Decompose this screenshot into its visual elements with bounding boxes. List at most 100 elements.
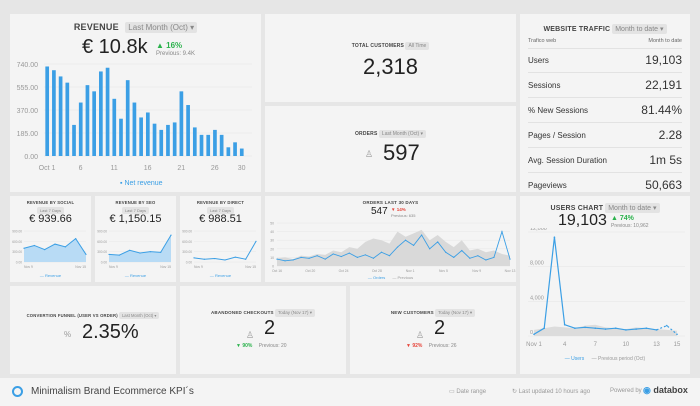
- revenue-bar: [99, 71, 103, 156]
- x-tick-label: Oct 16: [272, 269, 282, 273]
- y-tick-label: 0.00: [186, 261, 192, 265]
- revenue-panel: REVENUE Last Month (Oct) ▾ € 10.8k ▲ 16%…: [10, 14, 261, 192]
- data-point: [412, 244, 415, 246]
- traffic-row-label: % New Sessions: [528, 105, 589, 115]
- users-chart-title: USERS CHART: [550, 205, 604, 212]
- website-traffic-panel: WEBSITE TRAFFIC Month to date ▾ Trafico …: [520, 14, 690, 192]
- data-point: [461, 249, 463, 252]
- users-chart-period-select[interactable]: Month to date ▾: [605, 203, 660, 213]
- website-traffic-period-select[interactable]: Month to date ▾: [612, 24, 667, 34]
- revenue-direct-legend: — Revenue: [209, 273, 232, 278]
- orders-line: [276, 230, 511, 262]
- y-tick-label: 600.00: [12, 240, 22, 244]
- total-customers-period[interactable]: All Time: [405, 42, 430, 50]
- percent-icon: %: [64, 330, 72, 339]
- revenue-social-panel: REVENUE BY SOCIAL Last 7 Days € 939.66 0…: [10, 196, 91, 282]
- data-point: [604, 328, 607, 330]
- conversion-title: CONVERTION FUNNEL (USER VS ORDER): [26, 313, 118, 318]
- website-traffic-title: WEBSITE TRAFFIC: [543, 26, 611, 33]
- data-point: [380, 251, 383, 253]
- data-point: [543, 327, 546, 329]
- x-tick-label: Oct 28: [372, 269, 382, 273]
- users-chart-previous: Previous: 10,962: [611, 223, 649, 229]
- previous-area: [277, 229, 510, 266]
- orders-30-value: 547: [371, 206, 388, 217]
- x-tick-label: 15: [674, 342, 681, 348]
- abandoned-panel: ABANDONED CHECKOUTS Today (Nov 17) ▾ ♙ 2…: [180, 286, 346, 374]
- x-tick-label: Oct 20: [305, 269, 315, 273]
- user-icon: ♙: [416, 330, 425, 340]
- revenue-bar: [226, 147, 231, 156]
- new-customers-period-select[interactable]: Today (Nov 17) ▾: [435, 309, 476, 317]
- y-tick-label: 20: [270, 247, 274, 251]
- revenue-direct-period[interactable]: Last 7 Days: [206, 207, 235, 214]
- revenue-bar: [199, 134, 204, 156]
- abandoned-period-select[interactable]: Today (Nov 17) ▾: [275, 309, 316, 317]
- x-tick-label: 10: [623, 342, 630, 348]
- x-tick-label: 16: [144, 165, 152, 172]
- revenue-social-chart: 0.00 300.00 600.00 900.00 Nov 9 Nov 15: [12, 230, 87, 269]
- y-tick-label: 300.00: [97, 250, 107, 254]
- conversion-period-select[interactable]: Last Month (Oct) ▾: [118, 312, 160, 319]
- revenue-seo-period[interactable]: Last 7 Days: [121, 207, 150, 214]
- y-tick-label: 300.00: [182, 250, 192, 254]
- revenue-bar: [125, 80, 130, 156]
- revenue-bar: [65, 82, 70, 156]
- y-tick-label: 8,000: [530, 261, 544, 267]
- orders-value: 597: [383, 140, 420, 165]
- users-chart-legend: — Users — Previous period (Oct): [564, 356, 646, 362]
- data-point: [33, 244, 35, 247]
- data-point: [44, 249, 46, 251]
- x-tick-label: Nov 15: [160, 265, 171, 269]
- y-tick-label: 12,000: [530, 228, 547, 232]
- date-range-label: Date range: [456, 389, 487, 395]
- revenue-period-label: Last Month (Oct): [128, 23, 188, 32]
- data-point: [276, 258, 278, 260]
- revenue-bar: [206, 134, 211, 156]
- traffic-table: Users 19,103 Sessions 22,191 % New Sessions 8…: [528, 48, 682, 192]
- databox-brand-link[interactable]: ◉ databox: [643, 385, 688, 396]
- revenue-seo-title: REVENUE BY SEO: [115, 200, 156, 205]
- traffic-row: Users 19,103: [528, 48, 682, 73]
- y-tick-label: 600.00: [97, 240, 107, 244]
- data-point: [594, 327, 597, 329]
- x-tick-label: 6: [79, 165, 83, 172]
- data-point: [149, 251, 151, 253]
- data-point: [501, 231, 503, 233]
- x-tick-label: Oct 24: [339, 269, 349, 273]
- revenue-period-select[interactable]: Last Month (Oct) ▾: [125, 22, 198, 33]
- revenue-bar: [219, 134, 224, 156]
- databox-logo-icon: [12, 386, 23, 397]
- y-tick-label: 555.00: [17, 85, 39, 92]
- x-tick-label: Nov 13: [505, 269, 516, 273]
- new-customers-value: 2: [434, 317, 446, 339]
- user-icon: ♙: [365, 149, 374, 159]
- revenue-seo-chart: 0.00 300.00 600.00 900.00 Nov 9 Nov 15: [97, 230, 172, 269]
- data-point: [364, 254, 366, 256]
- revenue-social-period[interactable]: Last 7 Days: [36, 207, 65, 214]
- orders-30-previous: Previous: 635: [391, 213, 416, 218]
- revenue-seo-panel: REVENUE BY SEO Last 7 Days € 1,150.15 0.…: [95, 196, 176, 282]
- data-point: [429, 248, 431, 250]
- data-point: [300, 256, 302, 258]
- traffic-row-label: Pageviews: [528, 180, 567, 190]
- data-point: [553, 236, 556, 238]
- data-point: [316, 255, 318, 257]
- y-tick-label: 0: [530, 330, 533, 336]
- date-range-button[interactable]: ▭ Date range: [449, 388, 486, 395]
- last-updated: ↻ Last updated 10 hours ago: [512, 388, 590, 395]
- data-point: [214, 257, 216, 260]
- orders-period-select[interactable]: Last Month (Oct) ▾: [378, 130, 427, 138]
- previous-area: [534, 324, 677, 336]
- x-tick-label: 26: [211, 165, 219, 172]
- data-point: [676, 333, 678, 336]
- data-point: [255, 240, 257, 242]
- traffic-table-header: Trafico web Month to date: [528, 38, 682, 49]
- data-point: [332, 253, 334, 255]
- user-icon: ♙: [246, 330, 255, 340]
- data-point: [75, 237, 77, 240]
- data-point: [655, 329, 658, 331]
- traffic-row-label: Pages / Session: [528, 130, 586, 140]
- y-tick-label: 370.00: [17, 108, 39, 115]
- data-point: [139, 252, 141, 254]
